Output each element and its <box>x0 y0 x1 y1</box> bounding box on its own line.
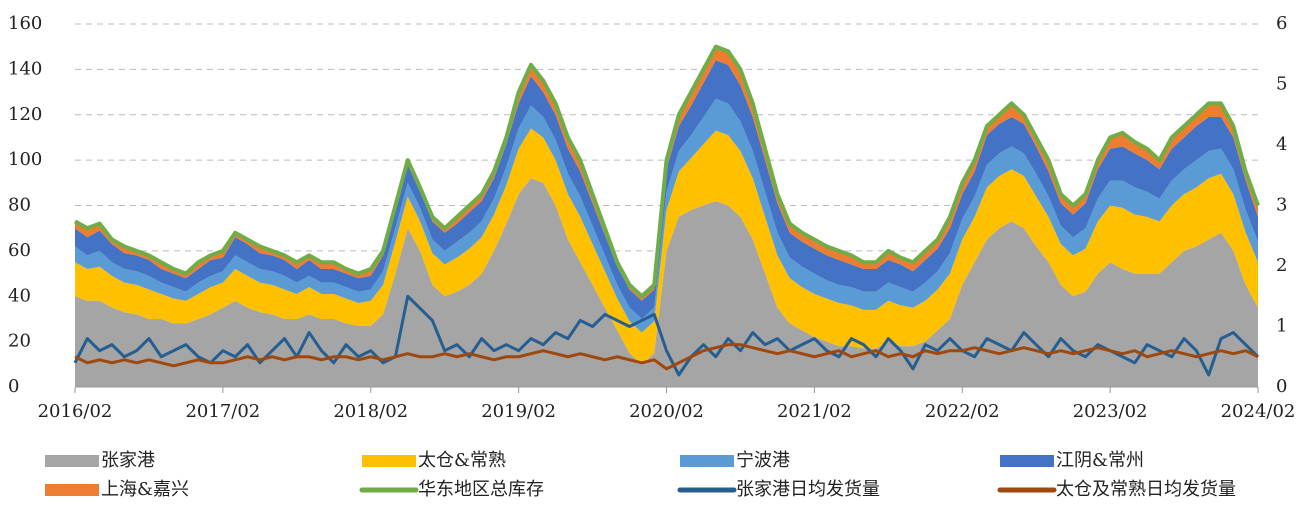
y2-tick-label: 5 <box>1276 74 1287 95</box>
y-tick-label: 20 <box>8 331 31 352</box>
y2-tick-label: 6 <box>1276 13 1287 34</box>
area <box>75 178 1258 387</box>
legend-label: 太仓&常熟 <box>418 450 506 471</box>
legend-swatch <box>45 484 99 496</box>
y-tick-label: 100 <box>8 149 42 170</box>
legend-label: 太仓及常熟日均发货量 <box>1056 479 1236 500</box>
x-tick-label: 2024/02 <box>1221 401 1296 422</box>
legend-swatch <box>362 455 416 467</box>
line <box>74 343 1259 371</box>
legend-label: 上海&嘉兴 <box>101 479 189 500</box>
line <box>74 44 1260 299</box>
y-tick-label: 0 <box>8 376 19 397</box>
y-tick-label: 120 <box>8 104 42 125</box>
y-tick-label: 60 <box>8 240 31 261</box>
x-tick-label: 2020/02 <box>629 401 704 422</box>
line <box>73 294 1260 377</box>
y2-tick-label: 1 <box>1276 316 1287 337</box>
x-tick-label: 2022/02 <box>925 401 1000 422</box>
x-tick-label: 2016/02 <box>38 401 113 422</box>
y2-tick-label: 0 <box>1276 376 1287 397</box>
legend-swatch <box>680 455 734 467</box>
y2-tick-label: 2 <box>1276 255 1287 276</box>
y-tick-label: 80 <box>8 195 31 216</box>
legend-label: 张家港日均发货量 <box>736 479 880 500</box>
x-tick-label: 2023/02 <box>1073 401 1148 422</box>
legend-label: 张家港 <box>101 450 155 471</box>
legend-swatch <box>1000 455 1054 467</box>
area <box>75 128 1258 365</box>
y-tick-label: 40 <box>8 285 31 306</box>
y-tick-label: 140 <box>8 58 42 79</box>
area <box>75 60 1258 319</box>
x-tick-label: 2021/02 <box>777 401 852 422</box>
legend-label: 江阴&常州 <box>1056 450 1144 471</box>
y2-tick-label: 3 <box>1276 195 1287 216</box>
x-tick-label: 2019/02 <box>481 401 556 422</box>
legend-label: 华东地区总库存 <box>418 479 544 500</box>
legend-swatch <box>45 455 99 467</box>
x-tick-label: 2017/02 <box>185 401 260 422</box>
y-tick-label: 160 <box>8 13 42 34</box>
y2-tick-label: 4 <box>1276 134 1287 155</box>
legend-label: 宁波港 <box>736 450 790 471</box>
x-tick-label: 2018/02 <box>333 401 408 422</box>
